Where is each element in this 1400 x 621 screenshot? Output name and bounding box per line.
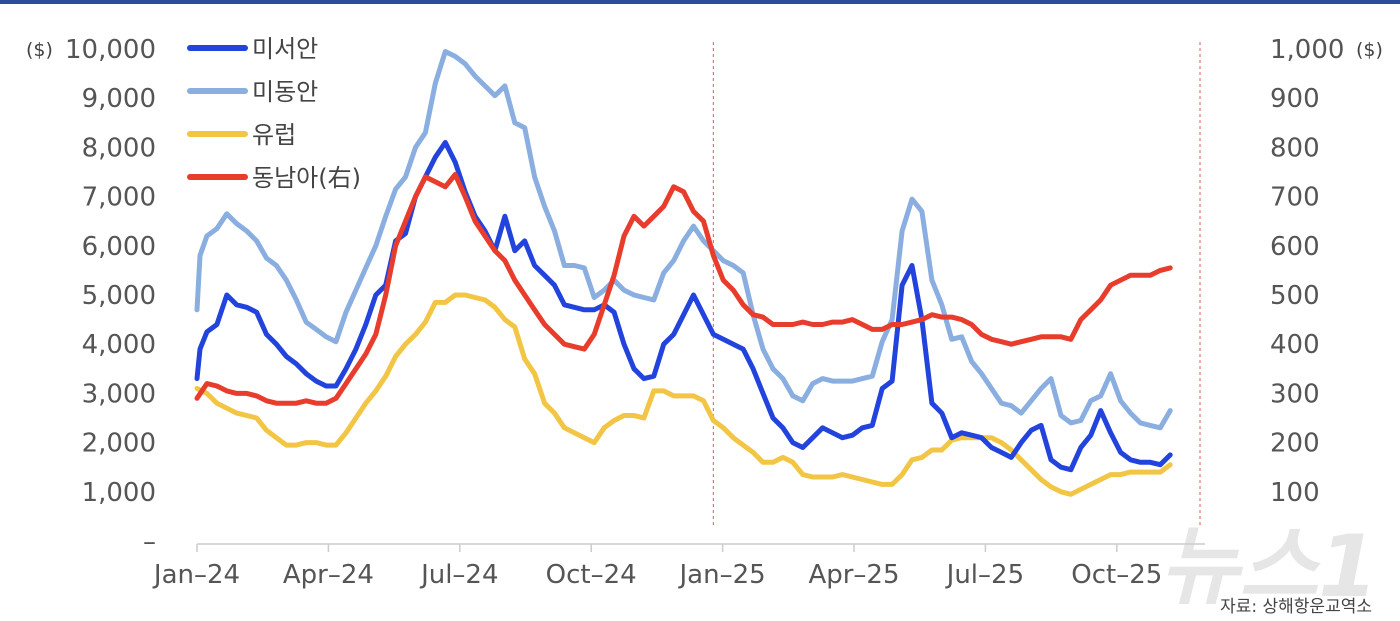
left-tick-label: 8,000 <box>82 133 156 163</box>
x-tick-label: Jan–24 <box>152 560 240 590</box>
left-tick-label: 10,000 <box>65 35 156 65</box>
series-line-1 <box>194 140 1173 473</box>
right-tick-label: 1,000 <box>1270 35 1344 65</box>
legend-label: 미서안 <box>252 35 318 63</box>
source-note: 자료: 상해항운교역소 <box>1220 597 1372 617</box>
series-line-3 <box>194 292 1173 497</box>
right-tick-label: 700 <box>1270 183 1320 213</box>
x-tick-label: Jul–25 <box>945 560 1024 590</box>
legend-label: 유럽 <box>252 121 296 149</box>
left-tick-label: 1,000 <box>82 478 156 508</box>
x-axis-ticks: Jan–24 Apr–24 Jul–24 Oct–24 Jan–25 Apr–25 Jul–… <box>152 544 1162 590</box>
legend-label: 미동안 <box>252 78 318 106</box>
left-tick-label: – <box>143 527 156 557</box>
watermark: 뉴스1 <box>1160 517 1378 617</box>
right-tick-label: 100 <box>1270 478 1320 508</box>
x-tick-label: Apr–24 <box>283 560 374 590</box>
right-tick-label: 600 <box>1270 232 1320 262</box>
x-tick-label: Jul–24 <box>419 560 498 590</box>
top-rule <box>0 0 1400 4</box>
series-lines <box>194 49 1173 497</box>
left-tick-label: 7,000 <box>82 183 156 213</box>
right-tick-label: 200 <box>1270 429 1320 459</box>
watermark-text: 뉴스1 <box>1160 517 1378 617</box>
right-tick-label: 900 <box>1270 84 1320 114</box>
left-axis-unit: ($) <box>26 39 53 61</box>
left-tick-label: 5,000 <box>82 281 156 311</box>
right-tick-label: 500 <box>1270 281 1320 311</box>
right-tick-label: 400 <box>1270 330 1320 360</box>
x-tick-label: Apr–25 <box>808 560 899 590</box>
reference-lines <box>712 42 1201 528</box>
x-tick-label: Jan–25 <box>678 560 766 590</box>
left-tick-label: 4,000 <box>82 330 156 360</box>
left-tick-label: 9,000 <box>82 84 156 114</box>
right-tick-label: 300 <box>1270 379 1320 409</box>
right-tick-label: 800 <box>1270 133 1320 163</box>
x-tick-label: Oct–25 <box>1071 560 1162 590</box>
legend-label: 동남아(右) <box>252 164 361 192</box>
left-tick-label: 3,000 <box>82 379 156 409</box>
left-tick-label: 6,000 <box>82 232 156 262</box>
left-tick-label: 2,000 <box>82 429 156 459</box>
series-line-4 <box>194 172 1173 406</box>
x-tick-label: Oct–24 <box>546 560 637 590</box>
series-line-2 <box>194 49 1173 431</box>
right-axis-ticks: 100 200 300 400 500 600 700 800 900 1,000 <box>1270 35 1344 508</box>
right-axis-unit: ($) <box>1356 39 1383 61</box>
left-axis-ticks: – 1,000 2,000 3,000 4,000 5,000 6,000 7,000 8,00… <box>65 35 156 557</box>
